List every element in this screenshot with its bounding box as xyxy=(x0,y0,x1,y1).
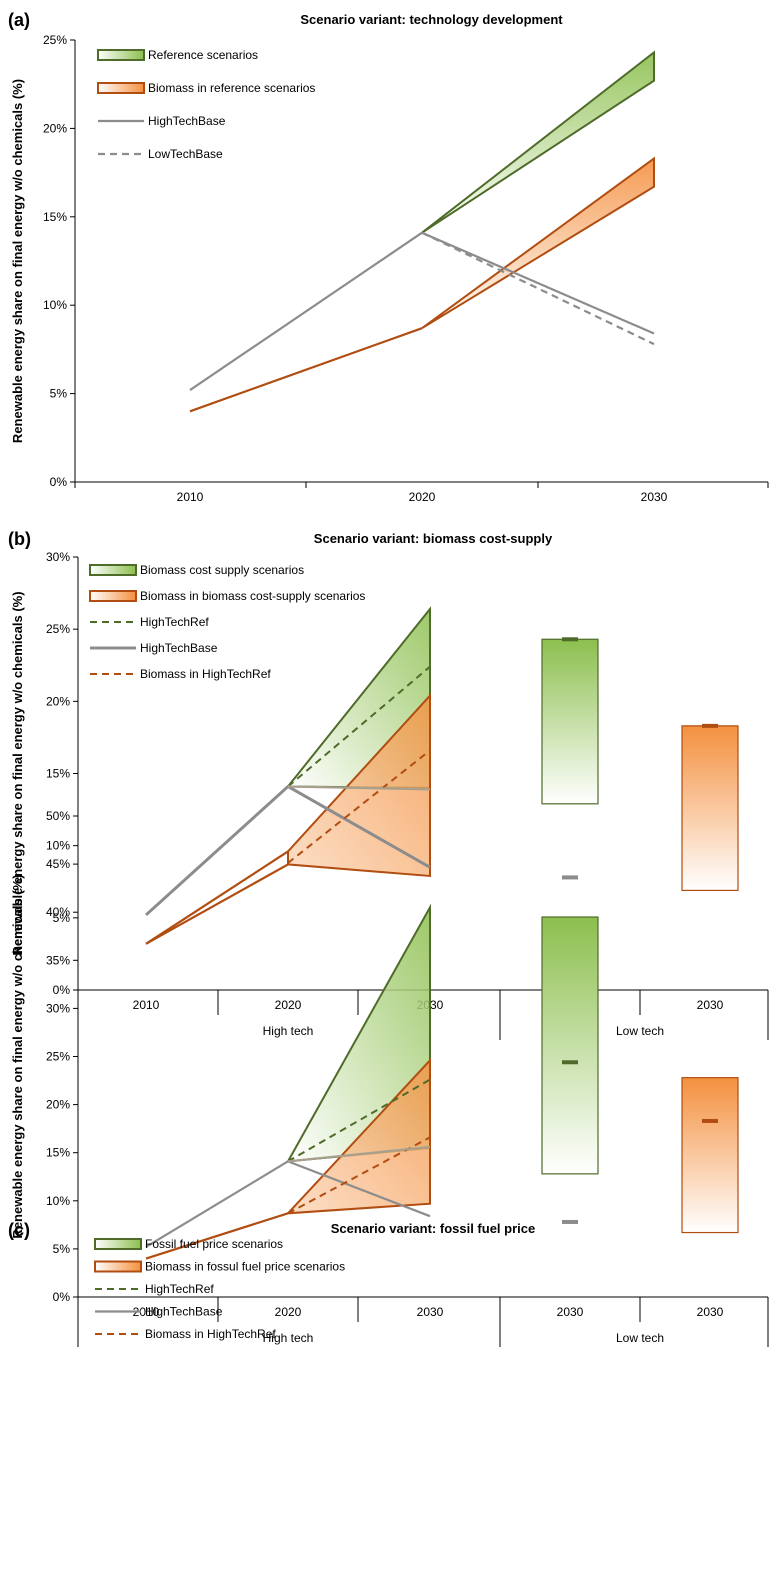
x-tick-label: 2010 xyxy=(133,1305,160,1319)
series-line xyxy=(287,749,431,864)
y-tick-label: 20% xyxy=(46,694,70,708)
legend-swatch xyxy=(97,82,145,94)
series-line xyxy=(287,1145,431,1163)
y-tick-label: 35% xyxy=(46,953,70,967)
x-tick-label: 2020 xyxy=(275,1305,302,1319)
legend-label: Reference scenarios xyxy=(148,48,258,62)
chart-panel-3: (c) Scenario variant: fossil fuel price Re… xyxy=(8,809,769,1347)
legend-label: Biomass in fossul fuel price scenarios xyxy=(145,1260,345,1274)
y-tick-label: 30% xyxy=(46,550,70,564)
legend-swatch xyxy=(89,590,137,602)
chart-panel-1: (a) Scenario variant: technology developm… xyxy=(8,10,769,504)
band-green xyxy=(421,50,655,234)
chart-title: Scenario variant: technology development xyxy=(300,12,563,27)
range-box-orange xyxy=(681,725,739,892)
y-tick-label: 0% xyxy=(53,983,71,997)
y-tick-label: 30% xyxy=(46,1001,70,1015)
y-axis-label: Renewable energy share on final energy w… xyxy=(10,591,25,955)
legend-label: HighTechRef xyxy=(145,1282,214,1296)
legend-label: HighTechBase xyxy=(148,114,226,128)
legend-label: HighTechBase xyxy=(145,1305,223,1319)
y-tick-label: 20% xyxy=(46,1098,70,1112)
band-orange xyxy=(421,156,655,330)
x-group-label: Low tech xyxy=(616,1331,664,1345)
legend: Reference scenarios Biomass in reference … xyxy=(97,48,315,161)
x-group-label: Low tech xyxy=(616,1024,664,1038)
legend-label: HighTechRef xyxy=(140,615,209,629)
x-tick-label: 2030 xyxy=(641,490,668,504)
legend-label: HighTechBase xyxy=(140,641,218,655)
legend-label: Biomass in HighTechRef xyxy=(140,667,271,681)
y-tick-label: 40% xyxy=(46,905,70,919)
series-line xyxy=(287,1078,431,1163)
panel-label: (b) xyxy=(8,529,31,549)
chart-title: Scenario variant: fossil fuel price xyxy=(331,1221,535,1236)
legend-label: Biomass in reference scenarios xyxy=(148,81,315,95)
chart-title: Scenario variant: biomass cost-supply xyxy=(314,531,553,546)
range-box-green xyxy=(541,916,599,1175)
x-tick-label: 2020 xyxy=(275,998,302,1012)
y-tick-label: 15% xyxy=(43,210,67,224)
y-tick-label: 15% xyxy=(46,767,70,781)
y-tick-label: 0% xyxy=(53,1290,71,1304)
y-tick-label: 5% xyxy=(53,911,71,925)
series-line xyxy=(287,665,431,788)
y-tick-label: 5% xyxy=(50,387,68,401)
x-tick-label: 2020 xyxy=(409,490,436,504)
y-tick-label: 10% xyxy=(46,1194,70,1208)
y-axis-label: Renewable energy share on final energy w… xyxy=(10,79,25,443)
y-tick-label: 20% xyxy=(43,121,67,135)
range-box-orange xyxy=(681,1077,739,1234)
x-tick-label: 2030 xyxy=(557,1305,584,1319)
y-tick-label: 0% xyxy=(50,475,68,489)
x-group-label: High tech xyxy=(263,1024,314,1038)
legend-label: Biomass cost supply scenarios xyxy=(140,563,304,577)
series-line xyxy=(145,850,289,945)
series-line xyxy=(189,327,423,413)
y-tick-label: 25% xyxy=(43,33,67,47)
y-tick-label: 45% xyxy=(46,857,70,871)
x-tick-label: 2030 xyxy=(697,998,724,1012)
legend-label: Biomass in biomass cost-supply scenarios xyxy=(140,589,365,603)
y-tick-label: 5% xyxy=(53,1242,71,1256)
y-tick-label: 25% xyxy=(46,1050,70,1064)
legend-label: LowTechBase xyxy=(148,147,223,161)
legend: Biomass cost supply scenarios Biomass in … xyxy=(89,563,365,681)
series-line xyxy=(421,231,655,346)
panel-label: (c) xyxy=(8,1220,30,1240)
legend-swatch xyxy=(94,1238,142,1250)
x-tick-label: 2010 xyxy=(177,490,204,504)
y-tick-label: 15% xyxy=(46,1146,70,1160)
legend-swatch xyxy=(89,564,137,576)
legend-label: Biomass in HighTechRef xyxy=(145,1327,276,1341)
x-tick-label: 2010 xyxy=(133,998,160,1012)
y-tick-label: 10% xyxy=(43,298,67,312)
y-axis-label: Renewable energy share on final energy w… xyxy=(10,874,25,1238)
band-orange xyxy=(287,692,431,878)
legend-swatch xyxy=(94,1260,142,1273)
chart-panel-2: (b) Scenario variant: biomass cost-supply… xyxy=(8,529,769,1040)
x-tick-label: 2030 xyxy=(697,1305,724,1319)
series-line xyxy=(145,1212,289,1260)
legend: Fossil fuel price scenarios Biomass in fo… xyxy=(94,1237,345,1341)
series-line xyxy=(287,785,431,791)
panel-label: (a) xyxy=(8,10,30,30)
legend-label: Fossil fuel price scenarios xyxy=(145,1237,283,1251)
x-tick-label: 2030 xyxy=(417,1305,444,1319)
y-tick-label: 10% xyxy=(46,839,70,853)
x-group-label: High tech xyxy=(263,1331,314,1345)
y-tick-label: 50% xyxy=(46,809,70,823)
legend-swatch xyxy=(97,49,145,61)
range-box-green xyxy=(541,638,599,805)
y-tick-label: 25% xyxy=(46,622,70,636)
series-line xyxy=(145,863,289,945)
